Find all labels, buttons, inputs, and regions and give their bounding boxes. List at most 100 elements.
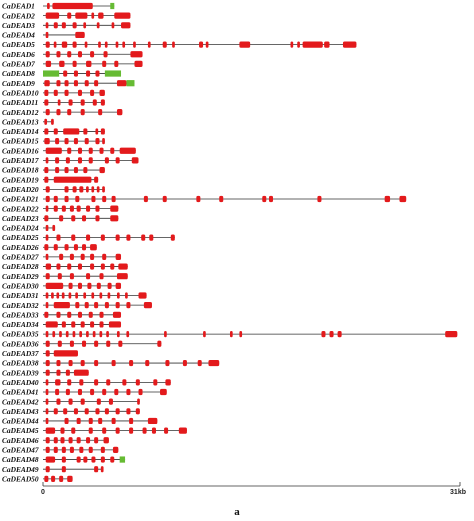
gene-label: CaDEAD15 bbox=[2, 137, 39, 146]
exon-block bbox=[342, 41, 357, 48]
exon-block bbox=[53, 195, 58, 203]
exon-block bbox=[53, 350, 78, 357]
exon-block bbox=[77, 282, 83, 289]
exon-block bbox=[116, 292, 120, 299]
exon-block bbox=[61, 205, 66, 212]
exon-block bbox=[90, 244, 97, 251]
exon-block bbox=[104, 302, 109, 309]
exon-block bbox=[115, 427, 120, 434]
exon-block bbox=[45, 369, 50, 376]
gene-row: CaDEAD29 bbox=[2, 272, 128, 281]
exon-block bbox=[98, 417, 103, 425]
gene-label: CaDEAD22 bbox=[2, 204, 39, 213]
exon-block bbox=[110, 147, 115, 154]
exon-block bbox=[71, 321, 76, 328]
exon-block bbox=[88, 427, 93, 434]
exon-block bbox=[88, 157, 93, 164]
exon-block bbox=[91, 292, 95, 299]
gene-row: CaDEAD34 bbox=[2, 320, 122, 329]
exon-block bbox=[115, 302, 120, 309]
exon-block bbox=[56, 51, 61, 58]
exon-block bbox=[65, 388, 70, 396]
exon-block bbox=[197, 359, 202, 367]
gene-tracks: CaDEAD1CaDEAD2CaDEAD3CaDEAD4CaDEAD5CaDEA… bbox=[2, 2, 458, 483]
exon-block bbox=[178, 427, 187, 434]
exon-block bbox=[67, 475, 73, 482]
exon-block bbox=[116, 80, 127, 87]
exon-block bbox=[129, 417, 134, 425]
exon-block bbox=[160, 388, 167, 396]
exon-block bbox=[72, 186, 77, 193]
exon-block bbox=[45, 331, 49, 338]
exon-block bbox=[72, 22, 77, 29]
exon-block bbox=[98, 12, 104, 19]
exon-block bbox=[119, 147, 136, 154]
exon-block bbox=[73, 80, 78, 87]
exon-block bbox=[68, 99, 73, 106]
exon-block bbox=[53, 89, 58, 96]
gene-row: CaDEAD41 bbox=[2, 388, 167, 397]
exon-block bbox=[45, 31, 49, 39]
exon-block bbox=[91, 195, 96, 203]
exon-block bbox=[75, 195, 80, 203]
exon-block bbox=[83, 292, 87, 299]
gene-label: CaDEAD39 bbox=[2, 368, 39, 377]
exon-block bbox=[44, 244, 49, 251]
exon-block bbox=[55, 157, 60, 164]
exon-block bbox=[94, 359, 99, 367]
exon-block bbox=[110, 205, 119, 212]
exon-block bbox=[64, 244, 69, 251]
exon-block bbox=[138, 292, 147, 299]
gene-label: CaDEAD25 bbox=[2, 233, 39, 242]
exon-block bbox=[106, 331, 109, 338]
exon-block bbox=[92, 99, 97, 106]
exon-block bbox=[53, 205, 58, 212]
exon-block bbox=[76, 456, 81, 463]
exon-block bbox=[99, 311, 104, 318]
exon-block bbox=[86, 70, 91, 77]
exon-block bbox=[208, 359, 220, 367]
exon-block bbox=[182, 359, 187, 367]
exon-block bbox=[64, 195, 69, 203]
exon-block bbox=[302, 41, 323, 48]
exon-block bbox=[131, 157, 139, 164]
gene-row: CaDEAD7 bbox=[2, 60, 143, 69]
gene-label: CaDEAD1 bbox=[2, 2, 35, 11]
exon-block bbox=[68, 282, 73, 289]
exon-block bbox=[99, 292, 103, 299]
gene-row: CaDEAD20 bbox=[2, 185, 105, 194]
exon-block bbox=[45, 60, 52, 67]
exon-block bbox=[64, 186, 69, 193]
exon-block bbox=[84, 41, 88, 48]
exon-block bbox=[51, 292, 54, 299]
exon-block bbox=[73, 369, 89, 376]
exon-block bbox=[77, 147, 83, 154]
exon-block bbox=[86, 273, 91, 280]
exon-block bbox=[45, 388, 49, 396]
exon-block bbox=[90, 321, 95, 328]
gene-row: CaDEAD10 bbox=[2, 88, 105, 97]
exon-block bbox=[56, 369, 61, 376]
gene-label: CaDEAD40 bbox=[2, 378, 39, 387]
exon-block bbox=[157, 340, 162, 347]
exon-block bbox=[164, 427, 169, 434]
exon-block bbox=[324, 41, 330, 48]
exon-block bbox=[100, 99, 105, 106]
exon-block bbox=[100, 263, 105, 270]
exon-block bbox=[143, 302, 152, 309]
exon-block bbox=[102, 195, 107, 203]
exon-block bbox=[56, 292, 60, 299]
exon-block bbox=[77, 157, 83, 164]
exon-block bbox=[44, 138, 50, 145]
exon-block bbox=[80, 321, 85, 328]
exon-block bbox=[77, 89, 83, 96]
exon-block bbox=[99, 273, 104, 280]
exon-block bbox=[45, 205, 49, 212]
exon-block bbox=[69, 446, 74, 453]
exon-block bbox=[205, 41, 209, 48]
exon-block bbox=[51, 118, 54, 125]
exon-block bbox=[52, 331, 56, 338]
gene-label: CaDEAD23 bbox=[2, 214, 39, 223]
exon-block bbox=[126, 302, 131, 309]
exon-block bbox=[56, 80, 61, 87]
